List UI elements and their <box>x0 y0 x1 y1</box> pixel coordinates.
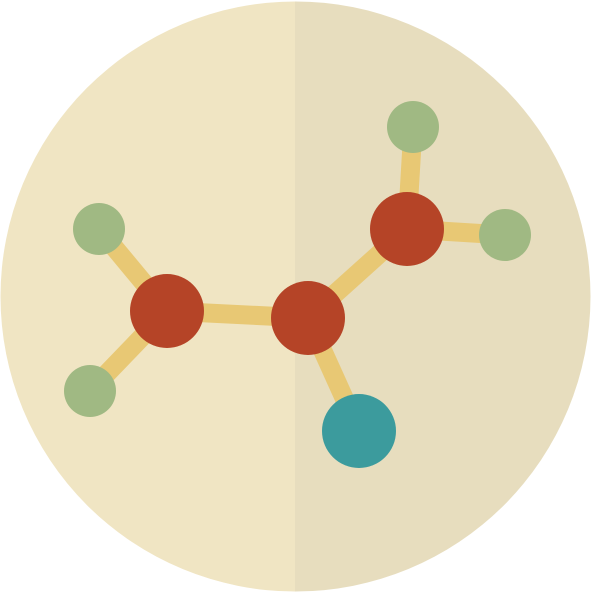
atom-c3 <box>370 192 444 266</box>
atom-c2 <box>271 281 345 355</box>
atom-h3 <box>387 101 439 153</box>
atom-c1 <box>130 274 204 348</box>
atom-h1 <box>73 203 125 255</box>
atom-h4 <box>479 209 531 261</box>
atom-x1 <box>322 394 396 468</box>
atom-h2 <box>64 365 116 417</box>
atoms-layer <box>64 101 531 468</box>
